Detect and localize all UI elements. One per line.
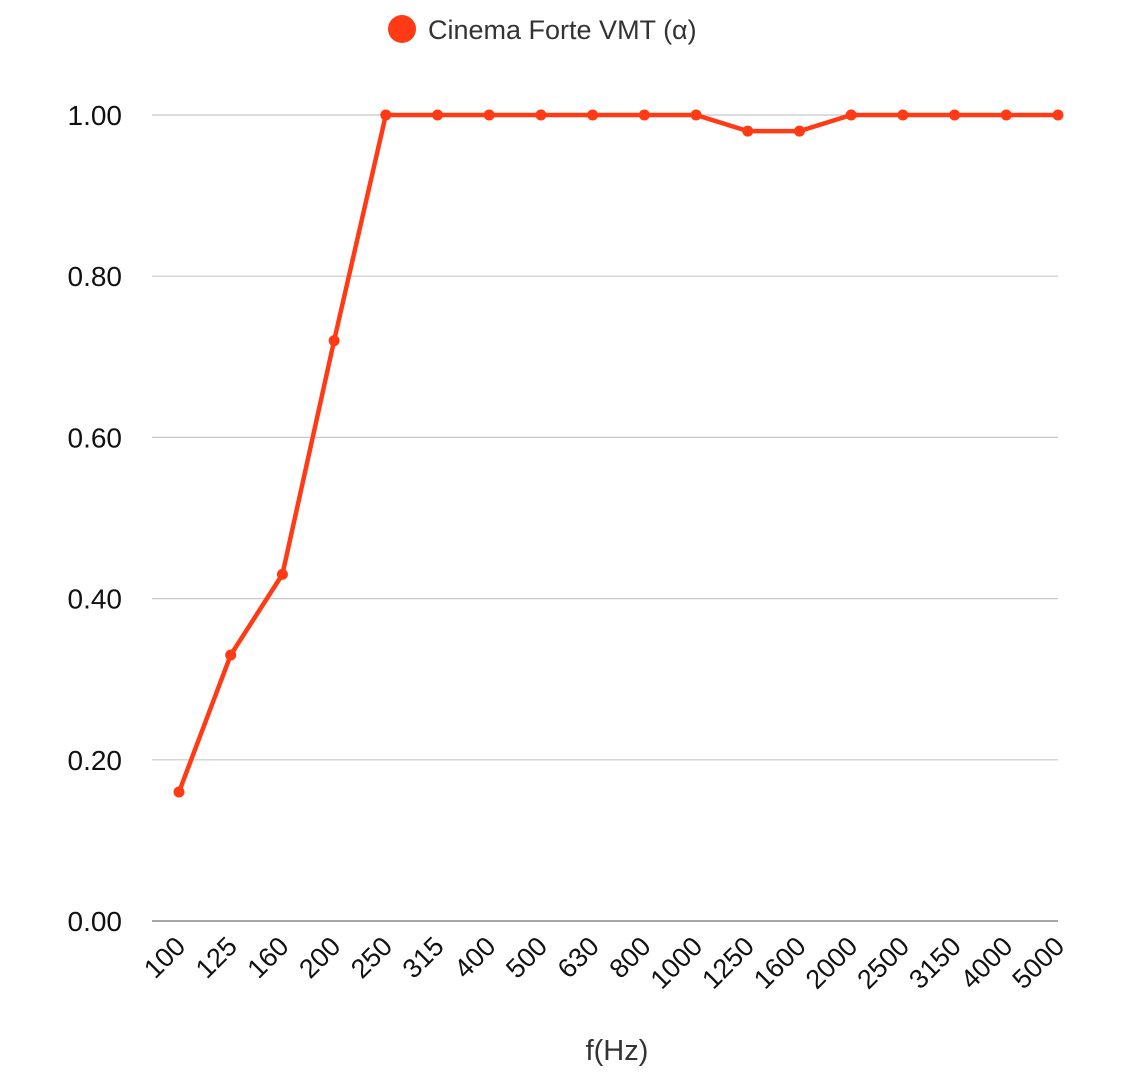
data-point	[587, 109, 599, 121]
data-point	[690, 109, 702, 121]
data-point	[638, 109, 650, 121]
data-point	[380, 109, 392, 121]
x-tick-label: 315	[397, 931, 450, 984]
data-point	[483, 109, 495, 121]
data-point	[897, 109, 909, 121]
series-line	[176, 112, 1061, 795]
y-axis-ticks: 0.00 0.20 0.40 0.60 0.80 1.00	[68, 100, 123, 937]
x-tick-label: 1600	[748, 931, 812, 995]
legend: Cinema Forte VMT (α)	[388, 15, 697, 45]
data-point	[535, 109, 547, 121]
x-tick-label: 125	[190, 931, 243, 984]
data-point	[173, 786, 185, 798]
y-tick-label: 1.00	[68, 100, 123, 131]
x-tick-label: 200	[293, 931, 346, 984]
x-axis-ticks: 1001251602002503154005006308001000125016…	[138, 931, 1070, 995]
y-tick-label: 0.40	[68, 584, 123, 615]
x-axis-label: f(Hz)	[586, 1035, 649, 1067]
x-tick-label: 2000	[800, 931, 864, 995]
data-point	[1052, 109, 1064, 121]
x-tick-label: 5000	[1007, 931, 1071, 995]
data-point	[845, 109, 857, 121]
x-tick-label: 1000	[645, 931, 709, 995]
data-point	[276, 568, 288, 580]
y-tick-label: 0.80	[68, 261, 123, 292]
data-point	[742, 125, 754, 137]
data-point	[949, 109, 961, 121]
x-tick-label: 250	[345, 931, 398, 984]
data-point	[328, 335, 340, 347]
legend-label: Cinema Forte VMT (α)	[428, 15, 697, 45]
x-tick-label: 100	[138, 931, 191, 984]
y-tick-label: 0.20	[68, 745, 123, 776]
x-tick-label: 630	[552, 931, 605, 984]
x-tick-label: 160	[242, 931, 295, 984]
data-point	[793, 125, 805, 137]
grid	[152, 114, 1058, 922]
data-point	[1000, 109, 1012, 121]
x-tick-label: 400	[448, 931, 501, 984]
y-tick-label: 0.00	[68, 906, 123, 937]
x-tick-label: 4000	[955, 931, 1019, 995]
y-tick-label: 0.60	[68, 422, 123, 453]
data-point	[432, 109, 444, 121]
legend-marker	[388, 15, 416, 43]
x-tick-label: 1250	[696, 931, 760, 995]
x-tick-label: 3150	[903, 931, 967, 995]
data-point	[225, 649, 237, 661]
x-tick-label: 500	[500, 931, 553, 984]
x-tick-label: 2500	[851, 931, 915, 995]
series-group	[173, 109, 1064, 798]
